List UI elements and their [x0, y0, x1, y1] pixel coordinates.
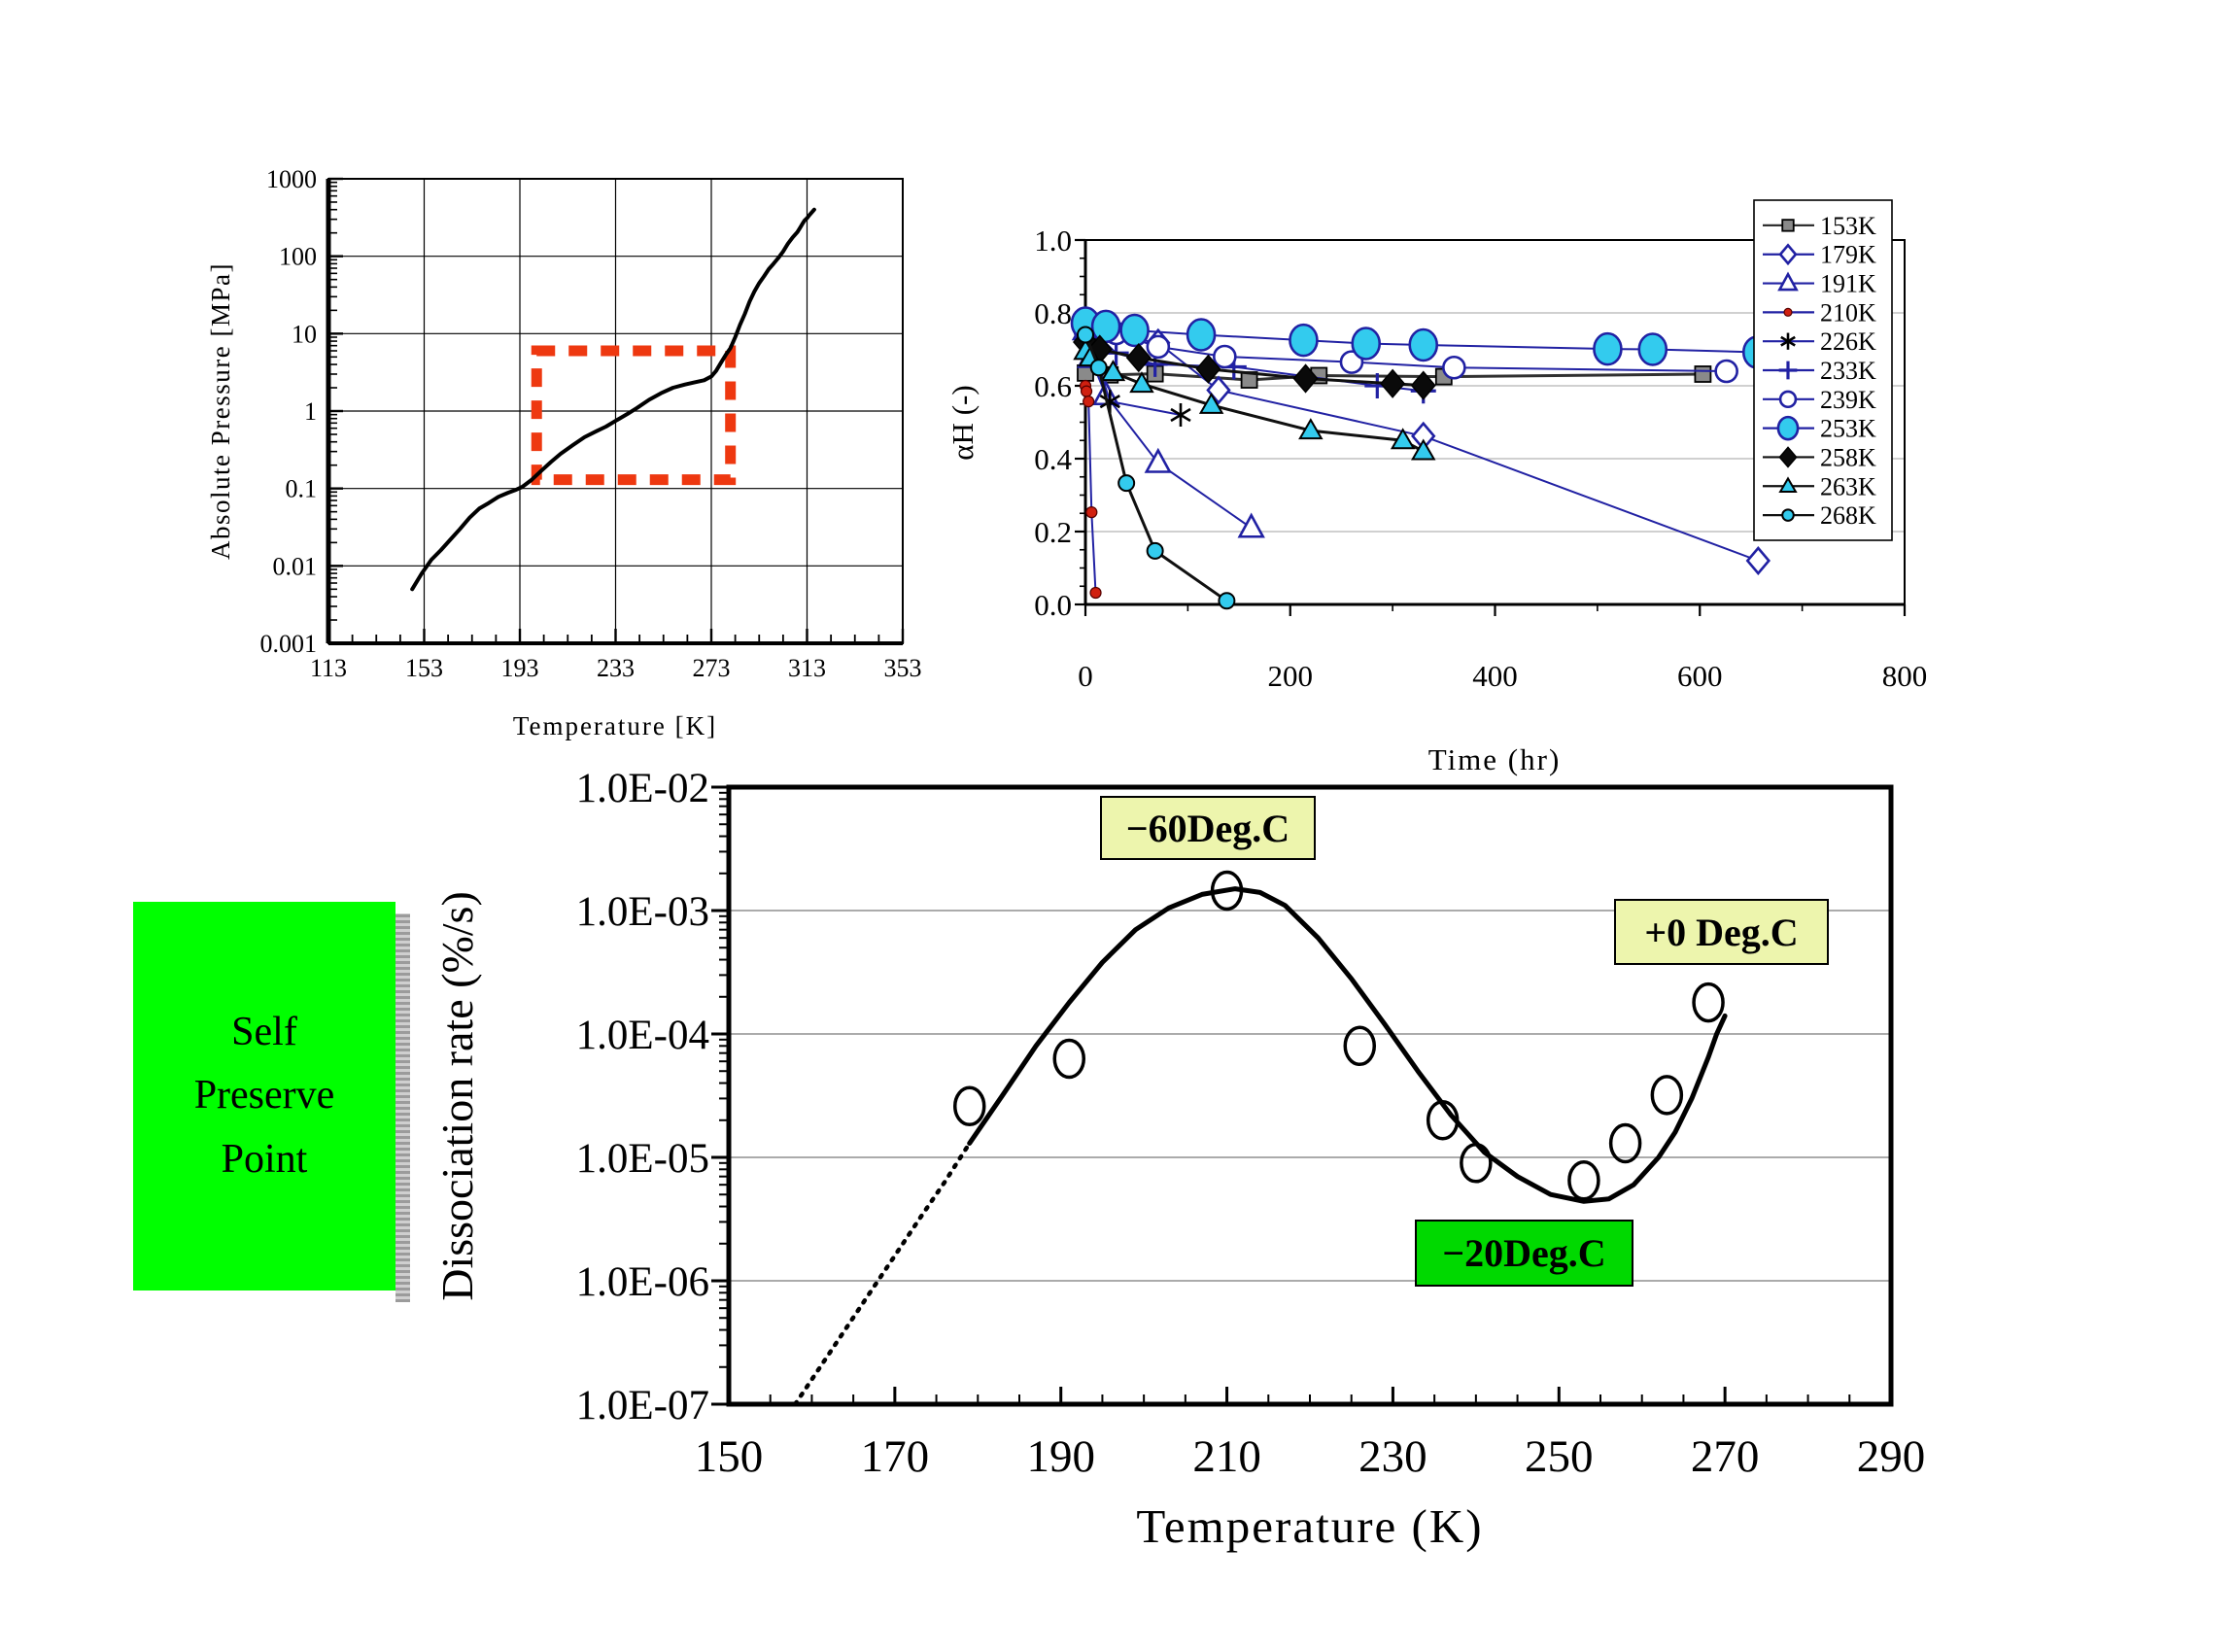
legend-item-263K: 263K [1763, 472, 1876, 500]
svg-text:273: 273 [693, 654, 731, 682]
svg-text:270: 270 [1691, 1431, 1760, 1482]
legend-item-239K: 239K [1763, 386, 1876, 414]
hydrate-equilibrium-line [410, 207, 816, 592]
svg-text:193: 193 [501, 654, 539, 682]
svg-text:226K: 226K [1820, 327, 1876, 356]
pressure-y-axis-title: Absolute Pressure [MPa] [206, 262, 235, 560]
alpha-series-210K [1079, 379, 1102, 600]
svg-text:400: 400 [1472, 659, 1518, 693]
svg-text:191K: 191K [1820, 270, 1876, 298]
self-preserve-box-shadow [395, 913, 410, 1302]
svg-text:800: 800 [1882, 659, 1928, 693]
svg-text:1.0E-03: 1.0E-03 [576, 889, 709, 935]
svg-text:10: 10 [292, 320, 317, 348]
svg-text:150: 150 [695, 1431, 764, 1482]
pressure-x-axis-title: Temperature [K] [512, 711, 718, 740]
svg-text:1.0E-04: 1.0E-04 [576, 1013, 709, 1058]
data-point [1567, 1160, 1600, 1201]
alpha-x-axis-title: Time (hr) [1427, 742, 1562, 776]
svg-text:0.8: 0.8 [1034, 296, 1072, 330]
self-preserve-point-box: Self Preserve Point [133, 902, 410, 1302]
svg-text:170: 170 [861, 1431, 930, 1482]
legend-item-233K: 233K [1763, 357, 1876, 385]
svg-text:113: 113 [310, 654, 347, 682]
pressure-temperature-chart: 113 153 193 233 273 313 353 1000 100 10 1 0.1 0.01 0.… [136, 97, 952, 758]
data-point [1650, 1075, 1684, 1116]
svg-text:1.0E-05: 1.0E-05 [576, 1136, 709, 1182]
dissociation-chart-plot: 150 170 190 210 230 250 270 290 1.0E-02 1.0E-03 1.… [576, 766, 1926, 1482]
svg-text:153K: 153K [1820, 212, 1876, 240]
svg-text:239K: 239K [1820, 386, 1876, 414]
svg-text:0.6: 0.6 [1034, 369, 1072, 403]
svg-text:200: 200 [1268, 659, 1314, 693]
alpha-chart-legend: 153K179K191K210K226K233K239K253K258K263K… [1753, 199, 1893, 541]
annotation-minus-20degC: −20Deg.C [1415, 1220, 1633, 1287]
svg-text:253K: 253K [1820, 415, 1876, 443]
legend-item-253K: 253K [1763, 415, 1876, 443]
data-point [952, 1085, 986, 1127]
svg-text:258K: 258K [1820, 443, 1876, 471]
alpha-series-239K [1073, 319, 1738, 384]
svg-text:268K: 268K [1820, 501, 1876, 530]
legend-item-268K: 268K [1763, 501, 1876, 530]
svg-text:0.4: 0.4 [1034, 442, 1072, 476]
svg-text:1000: 1000 [266, 165, 317, 193]
alpha-series-268K [1077, 326, 1236, 610]
svg-text:1.0: 1.0 [1034, 224, 1072, 258]
svg-text:1.0E-07: 1.0E-07 [576, 1383, 709, 1428]
svg-text:353: 353 [884, 654, 922, 682]
legend-item-210K: 210K [1763, 298, 1876, 327]
data-point [1608, 1122, 1642, 1164]
svg-text:1: 1 [304, 397, 317, 426]
svg-text:250: 250 [1525, 1431, 1594, 1482]
svg-text:0: 0 [1078, 659, 1093, 693]
hydration-ratio-time-chart: 0 200 400 600 800 1.0 0.8 0.6 0.4 0.2 0.0 153K 179K 1… [913, 117, 1963, 777]
alpha-series-253K [1070, 306, 1772, 369]
svg-text:600: 600 [1677, 659, 1723, 693]
self-preserve-point-label: Self Preserve Point [193, 1010, 335, 1182]
legend-item-179K: 179K [1763, 241, 1876, 269]
dissociation-fit-curve [793, 886, 1728, 1407]
dissociation-y-axis-title: Dissociation rate (%/s) [432, 891, 482, 1301]
annotation-minus-60degC: −60Deg.C [1100, 796, 1316, 860]
alpha-y-axis-title: αH (-) [946, 385, 980, 461]
svg-text:233K: 233K [1820, 357, 1876, 385]
svg-text:0.1: 0.1 [286, 475, 318, 503]
data-point [1426, 1100, 1460, 1141]
svg-text:233: 233 [597, 654, 635, 682]
dissociation-x-axis-title: Temperature (K) [1136, 1499, 1484, 1553]
svg-text:190: 190 [1026, 1431, 1095, 1482]
svg-text:0.2: 0.2 [1034, 515, 1072, 549]
data-point [1460, 1143, 1493, 1184]
svg-text:263K: 263K [1820, 472, 1876, 500]
alpha-chart-plot: 0 200 400 600 800 1.0 0.8 0.6 0.4 0.2 0.0 153K179K1… [1034, 199, 1928, 693]
svg-text:290: 290 [1857, 1431, 1926, 1482]
annotation-plus-0degC: +0 Deg.C [1614, 899, 1829, 965]
legend-item-258K: 258K [1763, 443, 1876, 471]
svg-text:210: 210 [1192, 1431, 1261, 1482]
data-point [1343, 1025, 1377, 1067]
svg-text:100: 100 [279, 243, 317, 271]
dissociation-rate-chart: 150 170 190 210 230 250 270 290 1.0E-02 1.0E-03 1.… [369, 758, 2002, 1613]
svg-text:153: 153 [405, 654, 443, 682]
svg-text:210K: 210K [1820, 298, 1876, 327]
svg-text:1.0E-06: 1.0E-06 [576, 1259, 709, 1305]
data-point [1692, 981, 1725, 1023]
data-point [1210, 870, 1244, 912]
svg-text:0.001: 0.001 [260, 630, 318, 658]
svg-text:230: 230 [1358, 1431, 1427, 1482]
dissociation-data-points [952, 870, 1725, 1201]
svg-text:1.0E-02: 1.0E-02 [576, 766, 709, 811]
data-point [1052, 1038, 1086, 1080]
svg-text:313: 313 [788, 654, 826, 682]
legend-item-191K: 191K [1763, 270, 1876, 298]
svg-text:0.01: 0.01 [273, 552, 318, 580]
legend-item-153K: 153K [1763, 212, 1876, 240]
svg-text:0.0: 0.0 [1034, 588, 1072, 622]
pressure-chart-plot: 113 153 193 233 273 313 353 1000 100 10 1 0.1 0.01 0.… [260, 165, 922, 682]
svg-text:179K: 179K [1820, 241, 1876, 269]
preservation-region-highlight [531, 345, 737, 486]
legend-item-226K: 226K [1763, 327, 1876, 356]
